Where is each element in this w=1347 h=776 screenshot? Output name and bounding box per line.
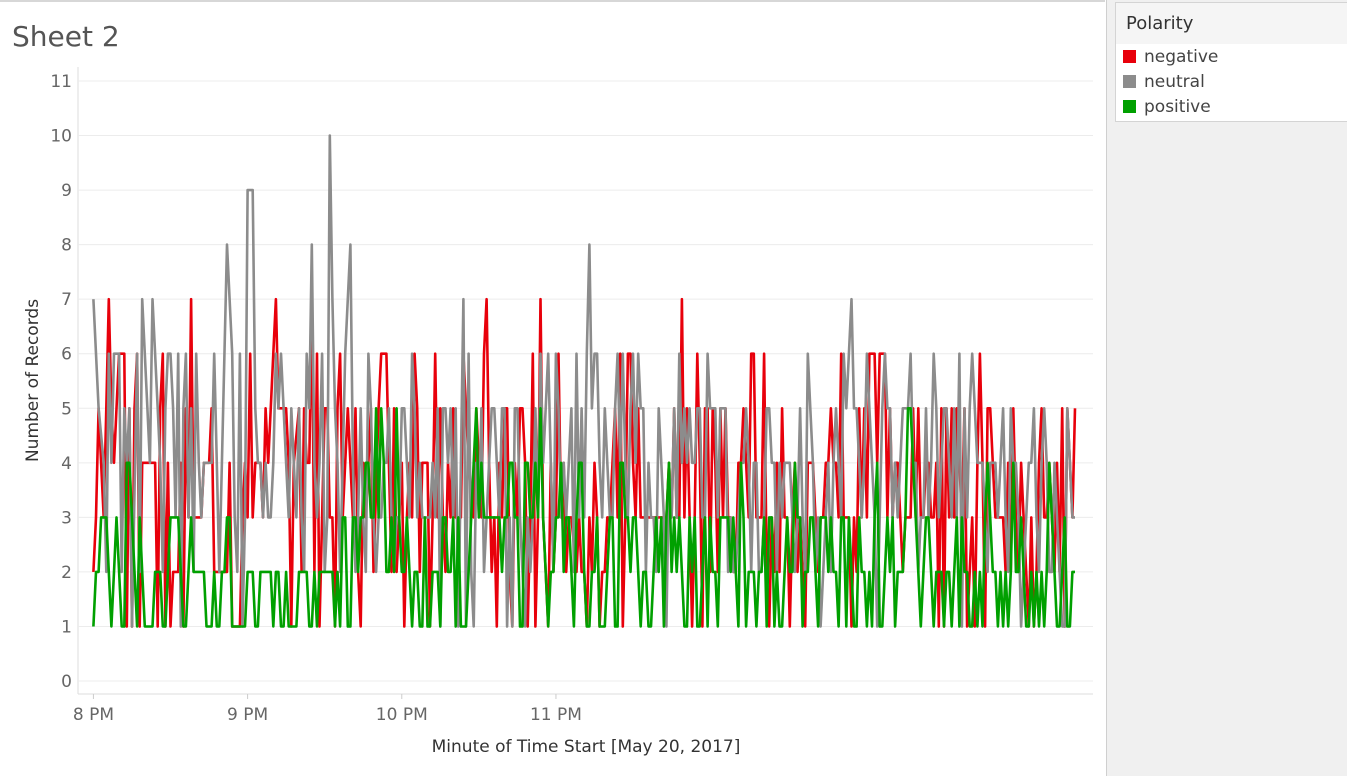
y-axis-title: Number of Records — [23, 299, 43, 462]
legend-item-positive[interactable]: positive — [1116, 94, 1347, 119]
y-tick-label: 5 — [61, 399, 72, 419]
x-axis-title: Minute of Time Start [May 20, 2017] — [432, 737, 741, 757]
legend-label-negative: negative — [1144, 46, 1219, 67]
y-tick-label: 6 — [61, 345, 72, 365]
line-chart[interactable]: 0 1 2 3 4 5 6 7 8 9 10 11 8 PM 9 PM 10 PM 11 PM Minute o… — [0, 0, 1105, 776]
y-tick-label: 11 — [50, 72, 72, 92]
sheet-title: Sheet 2 — [12, 20, 120, 53]
legend-title: Polarity — [1116, 3, 1347, 44]
y-tick-label: 4 — [61, 454, 72, 474]
legend-item-negative[interactable]: negative — [1116, 44, 1347, 69]
series-line-positive — [92, 407, 1075, 628]
legend-label-positive: positive — [1144, 96, 1211, 117]
y-tick-label: 8 — [61, 236, 72, 256]
legend-swatch-neutral — [1123, 75, 1136, 88]
legend-swatch-negative — [1123, 50, 1136, 63]
legend-item-neutral[interactable]: neutral — [1116, 69, 1347, 94]
x-tick-label: 10 PM — [376, 705, 428, 725]
y-tick-label: 7 — [61, 290, 72, 310]
y-tick-label: 2 — [61, 563, 72, 583]
y-tick-label: 0 — [61, 672, 72, 692]
right-panel: Polarity negative neutral positive — [1106, 0, 1347, 776]
y-tick-label: 1 — [61, 617, 72, 637]
legend-swatch-positive — [1123, 100, 1136, 113]
x-tick-label: 11 PM — [530, 705, 582, 725]
legend: Polarity negative neutral positive — [1115, 2, 1347, 122]
y-tick-label: 3 — [61, 508, 72, 528]
y-tick-label: 10 — [50, 127, 72, 147]
x-tick-label: 9 PM — [227, 705, 268, 725]
x-tick-label: 8 PM — [73, 705, 114, 725]
legend-label-neutral: neutral — [1144, 71, 1205, 92]
y-tick-label: 9 — [61, 181, 72, 201]
top-border — [0, 0, 1105, 2]
